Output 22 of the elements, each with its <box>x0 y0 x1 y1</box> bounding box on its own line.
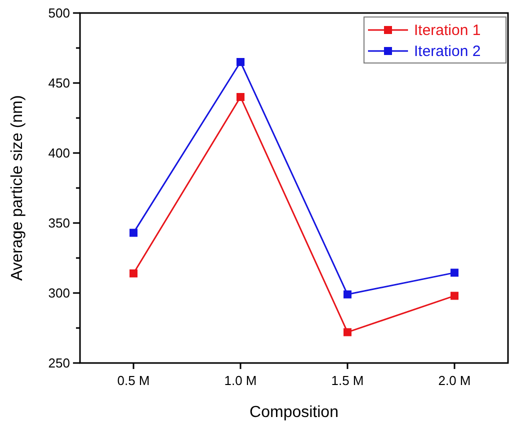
point <box>450 268 458 277</box>
point <box>344 328 352 336</box>
x-tick-label: 1.0 M <box>224 373 257 388</box>
point <box>450 292 458 300</box>
x-tick-label: 2.0 M <box>438 373 471 388</box>
point <box>236 93 244 101</box>
point <box>130 228 138 237</box>
point <box>344 290 352 298</box>
point <box>236 58 244 66</box>
legend-label: Iteration 1 <box>414 22 481 39</box>
y-tick-label: 450 <box>48 76 70 91</box>
y-tick-label: 400 <box>48 146 70 161</box>
y-tick-label: 500 <box>48 6 70 21</box>
legend-label: Iteration 2 <box>414 43 481 60</box>
x-axis-title: Composition <box>250 404 338 421</box>
y-axis-title: Average particle size (nm) <box>9 95 26 281</box>
y-tick-label: 300 <box>48 286 70 301</box>
y-tick-label: 250 <box>48 356 70 371</box>
y-tick-label: 350 <box>48 216 70 231</box>
point <box>130 269 138 278</box>
x-tick-label: 0.5 M <box>117 373 150 388</box>
x-tick-label: 1.5 M <box>331 373 364 388</box>
